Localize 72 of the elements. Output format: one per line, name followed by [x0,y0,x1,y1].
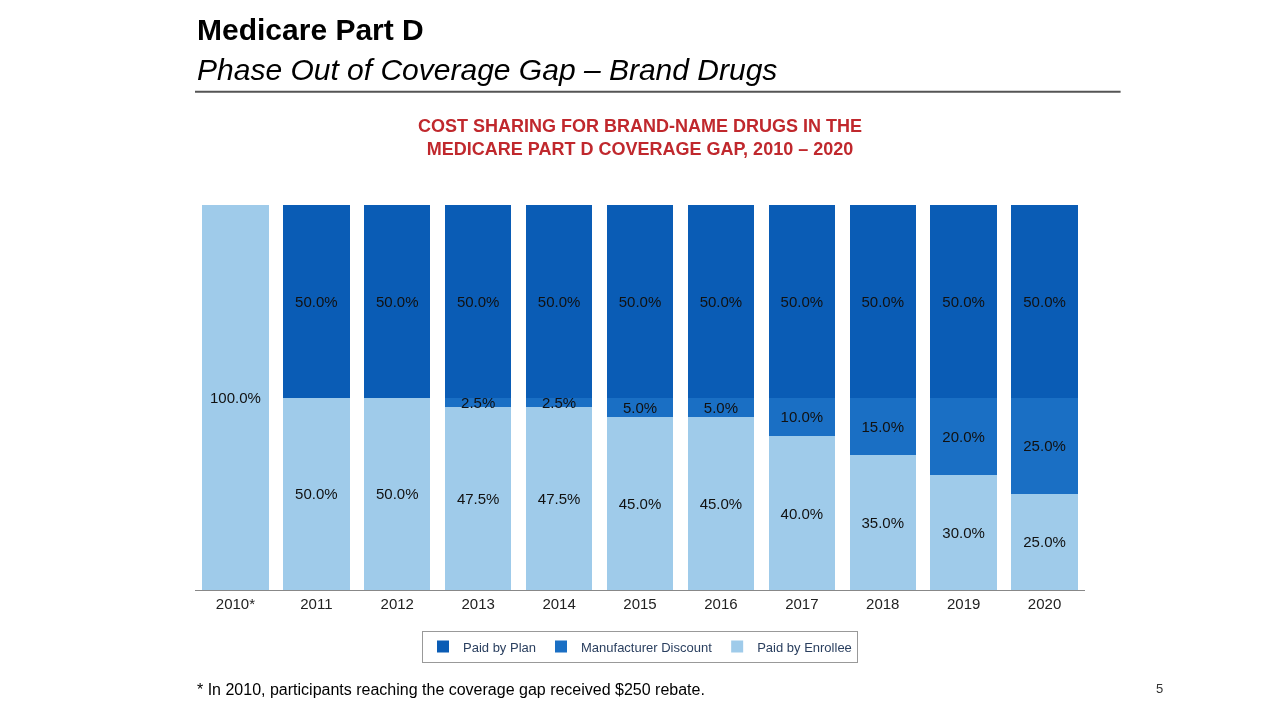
data-label: 50.0% [942,292,985,310]
bar [525,407,593,590]
bar [768,436,835,590]
data-label: 20.0% [942,427,985,445]
bar [283,205,350,398]
bar [849,205,916,398]
data-label: 100.0% [210,389,261,407]
chart-subtitle: Phase Out of Coverage Gap – Brand Drugs [197,53,778,86]
x-tick-label: 2019 [946,595,981,612]
bar [687,416,755,590]
bar [1011,493,1078,590]
data-label: 2.5% [541,393,577,411]
legend-label: Paid by Plan [463,639,536,655]
data-label: 10.0% [780,408,824,426]
data-label: 50.0% [295,485,338,503]
x-tick-label: 2018 [866,595,900,612]
bar [1011,397,1078,494]
x-tick-label: 2015 [623,595,657,612]
data-label: 50.0% [295,292,338,310]
bar [364,205,431,398]
data-label: 50.0% [699,292,743,310]
data-label: 15.0% [861,417,904,435]
data-label: 25.0% [1023,437,1066,455]
bar [849,397,916,456]
x-tick-label: 2016 [704,595,738,612]
data-label: 2.5% [461,393,496,411]
bar [606,205,674,398]
data-label: 47.5% [537,490,581,508]
data-label: 50.0% [537,292,581,310]
bar [849,455,916,590]
x-tick-label: 2011 [300,595,333,612]
data-label: 50.0% [618,292,662,310]
x-tick-label: 2012 [380,595,414,612]
bar [606,416,674,590]
legend-label: Manufacturer Discount [581,639,713,655]
data-label: 50.0% [456,292,500,310]
bar [930,474,997,590]
data-label: 50.0% [376,292,419,310]
text: 5 [1156,681,1164,696]
data-label: 50.0% [780,292,824,310]
data-label: 30.0% [942,523,985,541]
data-label: 47.5% [456,490,500,508]
x-tick-label: 2020 [1027,595,1062,612]
data-label: 50.0% [1023,292,1066,310]
bar [687,205,755,398]
x-tick-label: 2013 [461,595,495,612]
text: * In 2010, participants reaching the coverage gap received $250 rebate. [197,681,705,698]
x-tick-label: 2017 [785,595,819,612]
data-label: 45.0% [618,494,662,512]
bar [768,205,835,398]
bar [930,397,997,475]
bar [525,205,593,398]
bar [364,397,431,590]
x-tick-label: 2014 [542,595,576,612]
data-label: 5.0% [703,398,739,416]
data-label: 40.0% [780,504,824,522]
data-label: 25.0% [1023,533,1066,551]
bar [1011,205,1078,398]
legend-label: Paid by Enrollee [757,639,852,655]
data-label: 35.0% [861,514,904,532]
data-label: 45.0% [699,494,743,512]
bar [930,205,997,398]
bar [202,205,269,590]
bar [283,397,350,590]
bar [445,407,512,590]
bar [445,205,512,398]
x-tick-label: 2010* [215,595,256,612]
data-label: 5.0% [622,398,658,416]
data-label: 50.0% [861,292,904,310]
data-label: 50.0% [376,485,419,503]
chart-title: Medicare Part D [197,13,424,46]
text: COST SHARING FOR BRAND-NAME DRUGS IN THE MEDICARE PART D COVERAGE GAP, 2010 – 2020 [418,116,862,160]
